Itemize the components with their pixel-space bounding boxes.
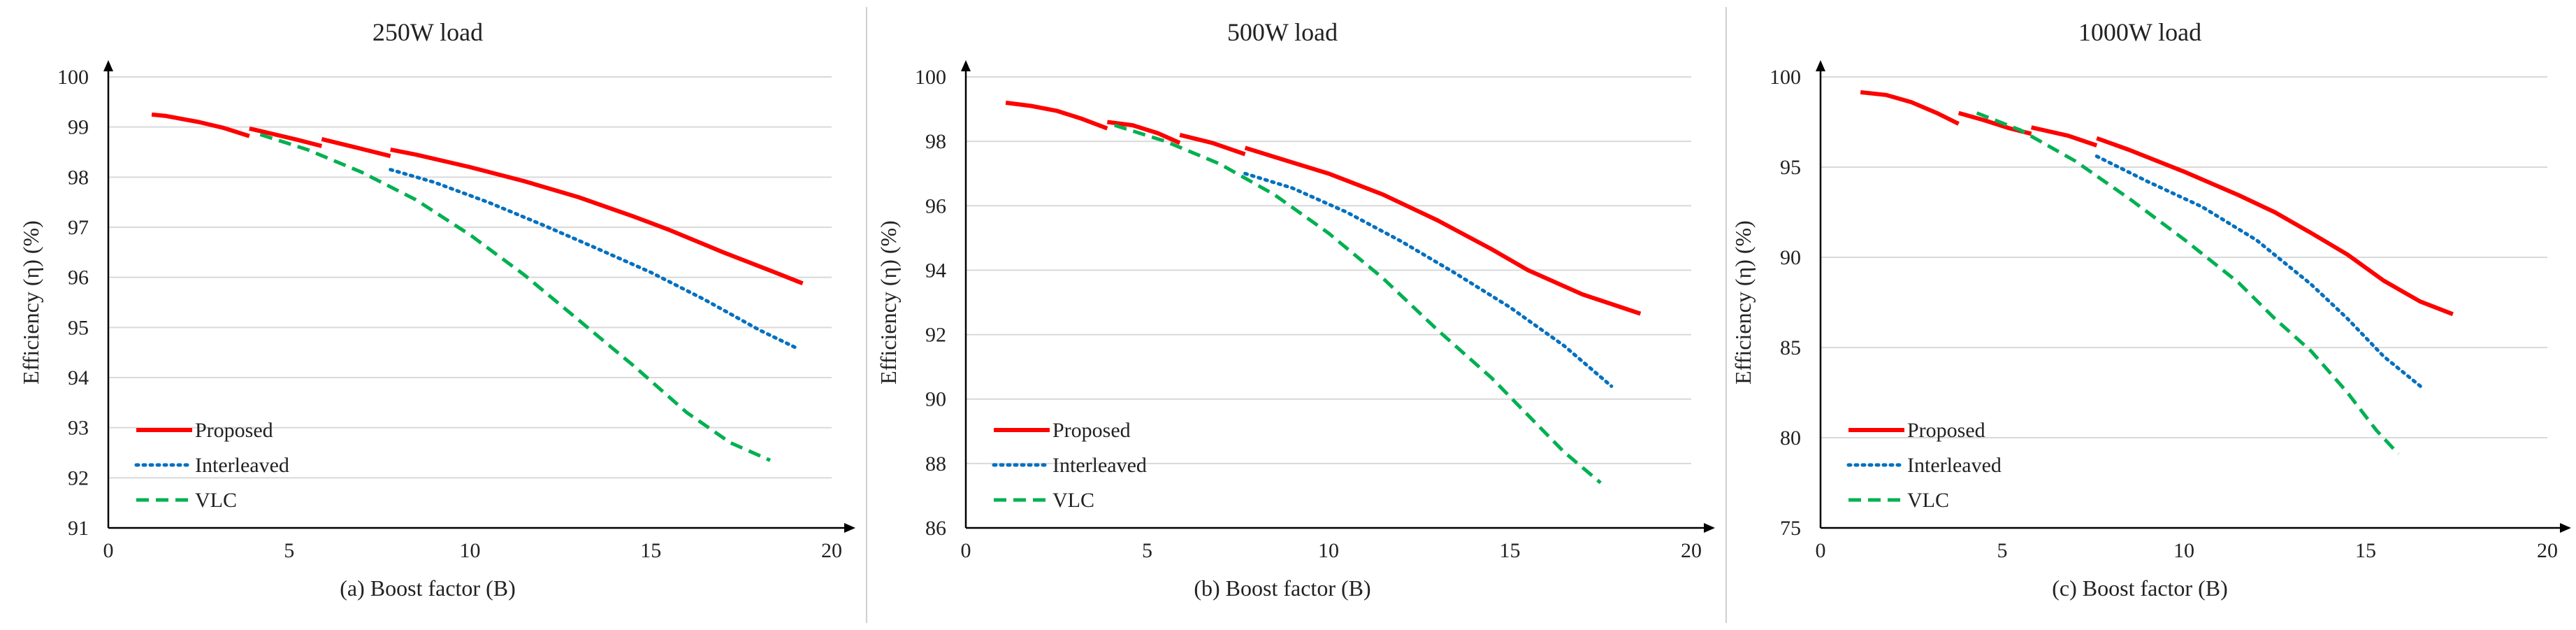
- y-tick-label: 80: [1780, 427, 1801, 450]
- y-axis-label: Efficiency (η) (%): [876, 220, 901, 385]
- x-axis-label: (b) Boost factor (B): [1194, 575, 1370, 601]
- y-tick-label: 99: [68, 116, 89, 139]
- series-line-proposed-segment-3: [2030, 125, 2098, 148]
- y-tick-label: 100: [1770, 66, 1801, 89]
- legend-label-proposed: Proposed: [1907, 419, 1985, 442]
- y-tick-label: 98: [925, 130, 946, 153]
- y-axis-arrow: [961, 60, 971, 71]
- x-axis-label: (c) Boost factor (B): [2052, 575, 2227, 601]
- y-tick-label: 75: [1780, 517, 1801, 540]
- series-line-proposed-segment-4: [390, 147, 804, 286]
- y-tick-label: 90: [925, 388, 946, 411]
- x-tick-label: 0: [103, 539, 114, 562]
- y-tick-label: 86: [925, 517, 946, 540]
- series-line-proposed-segment-1: [151, 112, 250, 138]
- y-tick-label: 95: [1780, 156, 1801, 179]
- chart-title: 1000W load: [2078, 18, 2201, 46]
- legend-label-vlc: VLC: [1052, 489, 1094, 512]
- y-tick-label: 90: [1780, 246, 1801, 269]
- series-line-vlc-segment-1: [1114, 123, 1602, 485]
- y-axis-label: Efficiency (η) (%): [18, 220, 43, 385]
- x-tick-label: 5: [1142, 539, 1152, 562]
- x-tick-label: 20: [821, 539, 842, 562]
- series-line-proposed-segment-4: [2096, 136, 2454, 317]
- x-tick-label: 0: [961, 539, 971, 562]
- series-line-interleaved-segment-1: [1243, 171, 1614, 388]
- x-tick-label: 10: [1318, 539, 1339, 562]
- series-line-vlc-segment-1: [1976, 111, 2400, 455]
- series-line-proposed-segment-1: [1860, 90, 1960, 126]
- y-tick-label: 91: [68, 517, 89, 540]
- series-line-vlc-segment-1: [259, 133, 772, 462]
- chart-panel-2: 86 88 90 92 94 96 98 100 0 5 10 15 20 500W load (b) Bo…: [876, 18, 1715, 601]
- y-tick-label: 96: [925, 194, 946, 217]
- y-tick-label: 85: [1780, 336, 1801, 359]
- y-axis-label: Efficiency (η) (%): [1730, 220, 1756, 385]
- legend-label-vlc: VLC: [1907, 489, 1949, 512]
- chart-panel-3: 75 80 85 90 95 100 0 5 10 15 20 1000W load (c) Boost…: [1730, 18, 2571, 601]
- y-tick-label: 93: [68, 417, 89, 440]
- y-tick-label: 97: [68, 216, 89, 239]
- chart-title: 500W load: [1227, 18, 1338, 46]
- y-tick-label: 98: [68, 166, 89, 189]
- x-tick-label: 20: [2537, 539, 2558, 562]
- chart-title: 250W load: [372, 18, 483, 46]
- x-tick-label: 20: [1681, 539, 1702, 562]
- x-tick-label: 10: [2173, 539, 2194, 562]
- y-tick-label: 100: [57, 66, 89, 89]
- series-line-proposed-segment-3: [1179, 132, 1246, 157]
- x-axis-label: (a) Boost factor (B): [340, 575, 515, 601]
- x-tick-label: 15: [2355, 539, 2376, 562]
- y-tick-label: 96: [68, 266, 89, 289]
- x-tick-label: 5: [1997, 539, 2008, 562]
- x-tick-label: 15: [1500, 539, 1521, 562]
- series-line-proposed-segment-1: [1005, 100, 1108, 131]
- y-tick-label: 92: [925, 324, 946, 347]
- legend-label-vlc: VLC: [195, 489, 237, 512]
- x-axis-arrow: [1704, 523, 1715, 533]
- legend-label-interleaved: Interleaved: [1052, 454, 1147, 477]
- x-tick-label: 5: [284, 539, 294, 562]
- y-tick-label: 94: [925, 259, 946, 282]
- series-line-interleaved-segment-1: [389, 168, 797, 350]
- x-axis-arrow: [2560, 523, 2571, 533]
- x-tick-label: 10: [460, 539, 481, 562]
- series-line-proposed-segment-2: [249, 126, 323, 148]
- legend-label-interleaved: Interleaved: [1907, 454, 2002, 477]
- series-line-proposed-segment-2: [1107, 120, 1181, 145]
- x-tick-label: 15: [640, 539, 661, 562]
- legend-label-interleaved: Interleaved: [195, 454, 289, 477]
- y-tick-label: 100: [915, 66, 946, 89]
- series-line-proposed-segment-3: [321, 136, 391, 159]
- y-tick-label: 94: [68, 366, 89, 389]
- series-line-proposed-segment-4: [1244, 145, 1642, 316]
- y-axis-arrow: [103, 60, 113, 71]
- x-axis-arrow: [844, 523, 855, 533]
- chart-panel-1: 91 92 93 94 95 96 97 98 99 100 0 5 10 15 20 250W load (a…: [18, 18, 855, 601]
- y-tick-label: 88: [925, 452, 946, 475]
- y-tick-label: 95: [68, 316, 89, 339]
- legend-label-proposed: Proposed: [195, 419, 273, 442]
- series-line-interleaved-segment-1: [2094, 155, 2426, 391]
- y-tick-label: 92: [68, 466, 89, 489]
- y-axis-arrow: [1816, 60, 1825, 71]
- legend-label-proposed: Proposed: [1052, 419, 1131, 442]
- x-tick-label: 0: [1816, 539, 1826, 562]
